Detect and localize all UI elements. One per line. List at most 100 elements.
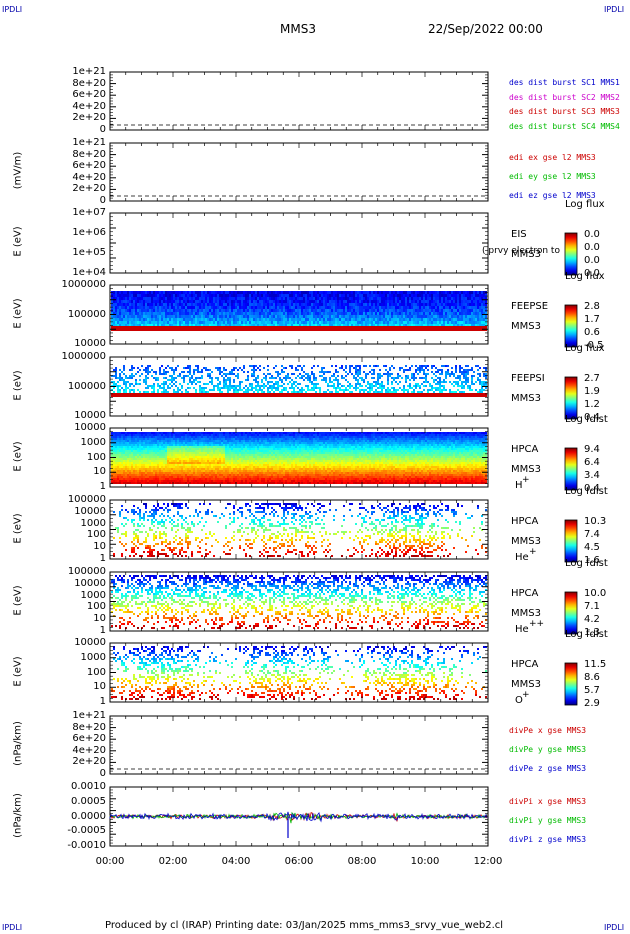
species-label: He — [515, 624, 529, 635]
y-tick-label: 10000 — [74, 422, 106, 433]
species-charge-label: + — [522, 690, 530, 700]
colorbar-value: -0.5 — [584, 340, 604, 351]
y-tick-label: 10000 — [74, 637, 106, 648]
y-axis-label: (mV/m) — [12, 151, 24, 190]
y-tick-label: 10 — [93, 466, 106, 478]
instrument-label: EIS — [511, 229, 527, 240]
y-tick-label: 0 — [99, 768, 106, 779]
instrument-label: FEEPSE — [511, 301, 549, 312]
y-tick-label: 4e+20 — [72, 171, 106, 183]
y-axis-label: E (eV) — [12, 655, 24, 687]
colorbar-value: 4.5 — [584, 542, 600, 553]
axis-ticks — [109, 715, 489, 775]
colorbar-value: 0.4 — [584, 483, 600, 494]
y-tick-label: 8e+20 — [72, 148, 106, 160]
legend-entry: des dist burst SC1 MMS1 — [509, 78, 620, 87]
instrument-label: HPCA — [511, 588, 539, 599]
y-tick-label: 100000 — [67, 494, 106, 505]
y-tick-label: 10 — [93, 613, 106, 625]
y-tick-label: 1e+05 — [72, 247, 106, 258]
colorbar-value: 2.7 — [584, 373, 600, 384]
legend-entry: des dist burst SC3 MMS3 — [509, 107, 620, 116]
panel-frame-eis — [109, 212, 489, 274]
y-tick-label: 100 — [86, 451, 106, 463]
y-axis-label: E (eV) — [12, 226, 24, 257]
legend-entry: edi ex gse l2 MMS3 — [509, 153, 596, 162]
colorbar-value: 1.2 — [584, 399, 600, 410]
legend-entry: divPe y gse MMS3 — [509, 745, 587, 754]
y-tick-label: 1e+07 — [72, 207, 106, 218]
y-axis-label: E (eV) — [12, 584, 24, 616]
y-axis-label: (nPa/km) — [12, 792, 24, 838]
y-tick-label: 1e+21 — [72, 137, 106, 148]
x-tick-label: 04:00 — [221, 856, 251, 867]
colorbar-value: 8.6 — [584, 672, 600, 683]
colorbar-title: Log flux — [565, 343, 605, 354]
x-tick-label: 02:00 — [158, 856, 188, 867]
colorbar-value: 9.4 — [584, 444, 600, 455]
colorbar-title: Log fdist — [565, 629, 608, 640]
colorbar-value: 1.9 — [584, 386, 600, 397]
y-axis-label: E (eV) — [12, 512, 24, 544]
legend-entry: divPi x gse MMS3 — [509, 797, 587, 806]
colorbar-title: Log fdist — [565, 558, 608, 569]
y-tick-label: 1000000 — [61, 351, 106, 362]
colorbar-value: 0.0 — [584, 255, 600, 266]
y-tick-label: 1000000 — [61, 279, 106, 290]
colorbar-title: Log flux — [565, 199, 605, 210]
y-tick-label: 100000 — [67, 308, 106, 320]
spacecraft-label: MMS3 — [511, 321, 541, 332]
y-tick-label: 10000 — [74, 338, 106, 349]
legend-entry: edi ez gse l2 MMS3 — [509, 191, 596, 200]
spacecraft-label: MMS3 — [511, 393, 541, 404]
y-tick-label: -0.0010 — [67, 840, 106, 851]
colorbar-value: 1.6 — [584, 555, 600, 566]
colorbar-value: 7.4 — [584, 529, 600, 540]
legend-entry: des dist burst SC2 MMS2 — [509, 92, 620, 102]
y-tick-label: 10 — [93, 681, 106, 693]
corner-label-top-right: IPDLI — [604, 5, 625, 14]
x-tick-label: 12:00 — [473, 856, 503, 867]
legend-entry: divPe z gse MMS3 — [509, 764, 587, 773]
y-tick-label: 1e+21 — [72, 710, 106, 721]
y-tick-label: 4e+20 — [72, 744, 106, 756]
colorbar-value: 0.6 — [584, 327, 600, 338]
spacecraft-label: MMS3 — [511, 679, 541, 690]
spectrogram-hpca-he — [113, 503, 487, 557]
spectrogram-hpca-o — [111, 646, 487, 700]
instrument-label: HPCA — [511, 516, 539, 527]
instrument-label: HPCA — [511, 444, 539, 455]
spacecraft-label: MMS3 — [511, 249, 541, 260]
y-tick-label: 100000 — [67, 380, 106, 392]
axis-ticks — [109, 499, 489, 560]
x-tick-label: 08:00 — [347, 856, 377, 867]
species-charge-label: + — [522, 475, 530, 485]
corner-label-bottom-right: IPDLI — [604, 923, 625, 932]
y-tick-label: 2e+20 — [72, 756, 106, 768]
axis-ticks — [109, 142, 489, 202]
colorbar-value: 2.8 — [584, 301, 600, 312]
axis-ticks — [109, 356, 489, 417]
colorbar — [564, 519, 578, 563]
line-panel-divpi — [109, 811, 488, 838]
y-tick-label: 6e+20 — [72, 89, 106, 101]
footer-text: Produced by cl (IRAP) Printing date: 03/… — [105, 920, 504, 931]
colorbar-title: Log fdist — [565, 486, 608, 497]
spacecraft-label: MMS3 — [511, 536, 541, 547]
axis-ticks — [109, 642, 489, 703]
axis-ticks — [109, 284, 489, 345]
y-tick-label: 0 — [99, 124, 106, 135]
y-tick-label: 1e+04 — [72, 267, 106, 278]
y-tick-label: 1e+06 — [72, 227, 106, 238]
panel-frame-des-dist — [109, 71, 489, 131]
y-tick-label: 6e+20 — [72, 160, 106, 172]
y-tick-label: 0.0000 — [71, 810, 106, 822]
colorbar-value: 7.1 — [584, 601, 600, 612]
y-tick-label: 6e+20 — [72, 733, 106, 745]
y-tick-label: 1 — [99, 625, 106, 636]
axis-ticks — [109, 786, 489, 847]
colorbar-value: 10.3 — [584, 516, 607, 527]
page-title: MMS3 — [280, 22, 316, 36]
species-charge-label: ++ — [529, 619, 545, 629]
colorbar-value: 0.4 — [584, 412, 600, 423]
